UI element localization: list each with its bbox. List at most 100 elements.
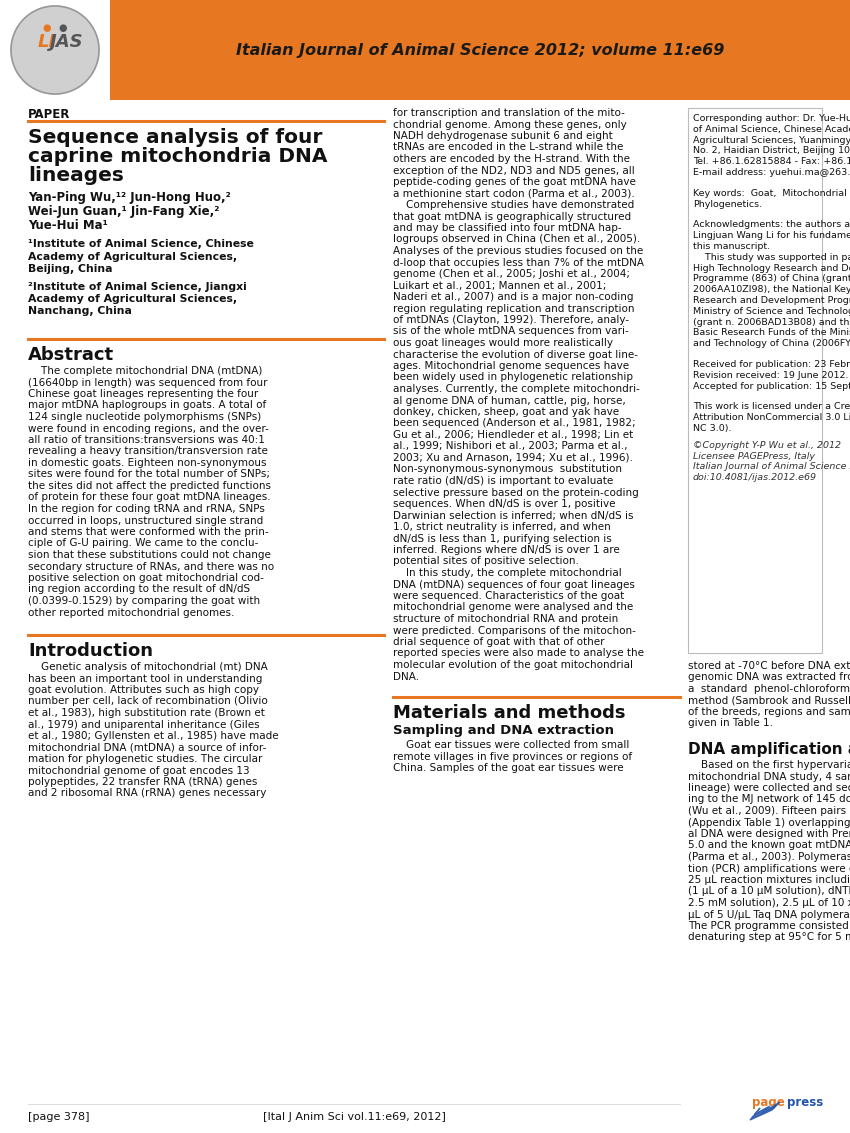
Text: al., 1999; Nishibori et al., 2003; Parma et al.,: al., 1999; Nishibori et al., 2003; Parma… bbox=[393, 442, 627, 451]
Text: Research and Development Program of the: Research and Development Program of the bbox=[693, 296, 850, 305]
Text: 2006AA10ZI98), the National Key Technology: 2006AA10ZI98), the National Key Technolo… bbox=[693, 286, 850, 295]
Text: (grant n. 2006BAD13B08) and the Special Funds of: (grant n. 2006BAD13B08) and the Special … bbox=[693, 317, 850, 326]
Text: Acknowledgments: the authors are grateful to Dr.: Acknowledgments: the authors are gratefu… bbox=[693, 221, 850, 229]
Text: Yan-Ping Wu,¹² Jun-Hong Huo,²: Yan-Ping Wu,¹² Jun-Hong Huo,² bbox=[28, 191, 230, 204]
Text: potential sites of positive selection.: potential sites of positive selection. bbox=[393, 556, 579, 566]
Text: NADH dehydrogenase subunit 6 and eight: NADH dehydrogenase subunit 6 and eight bbox=[393, 131, 613, 140]
Text: and may be classified into four mtDNA hap-: and may be classified into four mtDNA ha… bbox=[393, 223, 621, 233]
Text: (Wu et al., 2009). Fifteen pairs of primers: (Wu et al., 2009). Fifteen pairs of prim… bbox=[688, 806, 850, 816]
Text: No. 2, Haidian District, Beijing 100094, China.: No. 2, Haidian District, Beijing 100094,… bbox=[693, 146, 850, 155]
Text: inferred. Regions where dN/dS is over 1 are: inferred. Regions where dN/dS is over 1 … bbox=[393, 545, 620, 555]
Text: 1.0, strict neutrality is inferred, and when: 1.0, strict neutrality is inferred, and … bbox=[393, 522, 611, 533]
Text: ciple of G-U pairing. We came to the conclu-: ciple of G-U pairing. We came to the con… bbox=[28, 538, 258, 548]
Text: ●: ● bbox=[59, 23, 67, 33]
Text: page: page bbox=[752, 1096, 785, 1109]
Text: genome (Chen et al., 2005; Joshi et al., 2004;: genome (Chen et al., 2005; Joshi et al.,… bbox=[393, 269, 630, 279]
Text: denaturing step at 95°C for 5 min, 33 amplifi-: denaturing step at 95°C for 5 min, 33 am… bbox=[688, 932, 850, 943]
Text: Materials and methods: Materials and methods bbox=[393, 704, 626, 722]
Text: (16640bp in length) was sequenced from four: (16640bp in length) was sequenced from f… bbox=[28, 377, 268, 387]
Text: lineages: lineages bbox=[28, 167, 124, 185]
Circle shape bbox=[11, 6, 99, 94]
Text: ing region according to the result of dN/dS: ing region according to the result of dN… bbox=[28, 585, 250, 595]
Text: ●: ● bbox=[42, 23, 51, 33]
Text: genomic DNA was extracted from ear tissue by: genomic DNA was extracted from ear tissu… bbox=[688, 673, 850, 682]
Text: were found in encoding regions, and the over-: were found in encoding regions, and the … bbox=[28, 424, 269, 434]
Text: Lingjuan Wang Li for his fundamental review of: Lingjuan Wang Li for his fundamental rev… bbox=[693, 231, 850, 240]
Text: drial sequence of goat with that of other: drial sequence of goat with that of othe… bbox=[393, 637, 604, 647]
Text: The PCR programme consisted of an initial: The PCR programme consisted of an initia… bbox=[688, 921, 850, 931]
Text: Key words:  Goat,  Mitochondrial genome,: Key words: Goat, Mitochondrial genome, bbox=[693, 189, 850, 198]
Text: [page 378]: [page 378] bbox=[28, 1111, 89, 1122]
Text: (Appendix Table 1) overlapping in mitochondri-: (Appendix Table 1) overlapping in mitoch… bbox=[688, 818, 850, 827]
Text: ous goat lineages would more realistically: ous goat lineages would more realistical… bbox=[393, 338, 613, 348]
Text: for transcription and translation of the mito-: for transcription and translation of the… bbox=[393, 108, 625, 118]
Text: given in Table 1.: given in Table 1. bbox=[688, 718, 773, 729]
Text: dN/dS is less than 1, purifying selection is: dN/dS is less than 1, purifying selectio… bbox=[393, 534, 612, 544]
Text: logroups observed in China (Chen et al., 2005).: logroups observed in China (Chen et al.,… bbox=[393, 235, 640, 245]
Text: tRNAs are encoded in the L-strand while the: tRNAs are encoded in the L-strand while … bbox=[393, 143, 623, 153]
Text: Received for publication: 23 February 2012.: Received for publication: 23 February 20… bbox=[693, 360, 850, 369]
Text: secondary structure of RNAs, and there was no: secondary structure of RNAs, and there w… bbox=[28, 562, 274, 571]
Text: (0.0399-0.1529) by comparing the goat with: (0.0399-0.1529) by comparing the goat wi… bbox=[28, 596, 260, 606]
Text: [Ital J Anim Sci vol.11:e69, 2012]: [Ital J Anim Sci vol.11:e69, 2012] bbox=[263, 1111, 445, 1122]
Text: donkey, chicken, sheep, goat and yak have: donkey, chicken, sheep, goat and yak hav… bbox=[393, 407, 619, 417]
Text: were sequenced. Characteristics of the goat: were sequenced. Characteristics of the g… bbox=[393, 591, 624, 600]
Text: lineage) were collected and sequenced accord-: lineage) were collected and sequenced ac… bbox=[688, 783, 850, 793]
Text: Revision received: 19 June 2012.: Revision received: 19 June 2012. bbox=[693, 370, 848, 380]
Bar bbox=[0, 0, 850, 100]
Text: PAPER: PAPER bbox=[28, 108, 71, 121]
Text: peptide-coding genes of the goat mtDNA have: peptide-coding genes of the goat mtDNA h… bbox=[393, 177, 636, 187]
Text: 5.0 and the known goat mtDNA sequence: 5.0 and the known goat mtDNA sequence bbox=[688, 841, 850, 851]
Bar bbox=[0, 0, 110, 100]
Text: LI: LI bbox=[38, 33, 56, 51]
Text: Programme (863) of China (grant n.: Programme (863) of China (grant n. bbox=[693, 274, 850, 283]
Text: Luikart et al., 2001; Mannen et al., 2001;: Luikart et al., 2001; Mannen et al., 200… bbox=[393, 281, 606, 290]
Text: the sites did not affect the predicted functions: the sites did not affect the predicted f… bbox=[28, 482, 271, 491]
Text: Phylogenetics.: Phylogenetics. bbox=[693, 199, 762, 208]
Text: Attribution NonCommercial 3.0 License (CC BY-: Attribution NonCommercial 3.0 License (C… bbox=[693, 414, 850, 423]
Text: et al., 1980; Gyllensten et al., 1985) have made: et al., 1980; Gyllensten et al., 1985) h… bbox=[28, 731, 279, 741]
Text: caprine mitochondria DNA: caprine mitochondria DNA bbox=[28, 147, 327, 167]
Text: JAS: JAS bbox=[50, 33, 84, 51]
Text: Gu et al., 2006; Hiendleder et al., 1998; Lin et: Gu et al., 2006; Hiendleder et al., 1998… bbox=[393, 431, 633, 440]
Text: Analyses of the previous studies focused on the: Analyses of the previous studies focused… bbox=[393, 246, 643, 256]
Text: Ministry of Science and Technology of China: Ministry of Science and Technology of Ch… bbox=[693, 307, 850, 316]
Text: μL of 5 U/μL Taq DNA polymerase (Tiangen).: μL of 5 U/μL Taq DNA polymerase (Tiangen… bbox=[688, 910, 850, 920]
Text: In this study, the complete mitochondrial: In this study, the complete mitochondria… bbox=[393, 568, 621, 578]
Text: al genome DNA of human, cattle, pig, horse,: al genome DNA of human, cattle, pig, hor… bbox=[393, 395, 626, 406]
Text: reported species were also made to analyse the: reported species were also made to analy… bbox=[393, 648, 644, 658]
Text: Based on the first hypervariable region of: Based on the first hypervariable region … bbox=[688, 760, 850, 770]
Text: Darwinian selection is inferred; when dN/dS is: Darwinian selection is inferred; when dN… bbox=[393, 511, 633, 520]
Text: a  standard  phenol-chloroform  extraction: a standard phenol-chloroform extraction bbox=[688, 684, 850, 695]
Text: remote villages in five provinces or regions of: remote villages in five provinces or reg… bbox=[393, 751, 632, 761]
Text: selective pressure based on the protein-coding: selective pressure based on the protein-… bbox=[393, 487, 638, 497]
Text: Tel. +86.1.62815884 - Fax: +86.1.62813463.: Tel. +86.1.62815884 - Fax: +86.1.6281346… bbox=[693, 157, 850, 167]
Text: NC 3.0).: NC 3.0). bbox=[693, 424, 732, 433]
Text: Sampling and DNA extraction: Sampling and DNA extraction bbox=[393, 724, 614, 736]
Text: This work is licensed under a Creative Commons: This work is licensed under a Creative C… bbox=[693, 402, 850, 411]
Text: DNA (mtDNA) sequences of four goat lineages: DNA (mtDNA) sequences of four goat linea… bbox=[393, 579, 635, 589]
Text: of Animal Science, Chinese Academy of: of Animal Science, Chinese Academy of bbox=[693, 125, 850, 134]
Text: sion that these substitutions could not change: sion that these substitutions could not … bbox=[28, 550, 271, 560]
Text: E-mail address: yuehui.ma@263.net: E-mail address: yuehui.ma@263.net bbox=[693, 168, 850, 177]
Text: and Technology of China (2006FY1107 00).: and Technology of China (2006FY1107 00). bbox=[693, 339, 850, 348]
Text: in domestic goats. Eighteen non-synonymous: in domestic goats. Eighteen non-synonymo… bbox=[28, 458, 267, 468]
Text: Italian Journal of Animal Science 2012; volume 11:e69: Italian Journal of Animal Science 2012; … bbox=[235, 43, 724, 58]
Text: mitochondrial DNA study, 4 samples (one per: mitochondrial DNA study, 4 samples (one … bbox=[688, 772, 850, 782]
Text: stored at -70°C before DNA extraction. Total: stored at -70°C before DNA extraction. T… bbox=[688, 661, 850, 671]
Text: Naderi et al., 2007) and is a major non-coding: Naderi et al., 2007) and is a major non-… bbox=[393, 292, 633, 303]
Text: method (Sambrook and Russell, 2000). Details: method (Sambrook and Russell, 2000). Det… bbox=[688, 696, 850, 706]
Text: DNA.: DNA. bbox=[393, 672, 419, 682]
Text: sequences. When dN/dS is over 1, positive: sequences. When dN/dS is over 1, positiv… bbox=[393, 499, 615, 509]
Text: Agricultural Sciences, Yuanmingyuanxi Road,: Agricultural Sciences, Yuanmingyuanxi Ro… bbox=[693, 136, 850, 145]
Text: been widely used in phylogenetic relationship: been widely used in phylogenetic relatio… bbox=[393, 373, 633, 383]
Text: region regulating replication and transcription: region regulating replication and transc… bbox=[393, 304, 634, 314]
Text: others are encoded by the H-strand. With the: others are encoded by the H-strand. With… bbox=[393, 154, 630, 164]
Text: of the breeds, regions and sample sizes are: of the breeds, regions and sample sizes … bbox=[688, 707, 850, 717]
Text: major mtDNA haplogroups in goats. A total of: major mtDNA haplogroups in goats. A tota… bbox=[28, 400, 266, 410]
Text: goat evolution. Attributes such as high copy: goat evolution. Attributes such as high … bbox=[28, 685, 259, 695]
Text: chondrial genome. Among these genes, only: chondrial genome. Among these genes, onl… bbox=[393, 119, 626, 129]
Text: has been an important tool in understanding: has been an important tool in understand… bbox=[28, 673, 263, 683]
Text: DNA amplification and sequencing: DNA amplification and sequencing bbox=[688, 742, 850, 757]
Text: ing to the MJ network of 145 domestic goats: ing to the MJ network of 145 domestic go… bbox=[688, 794, 850, 804]
